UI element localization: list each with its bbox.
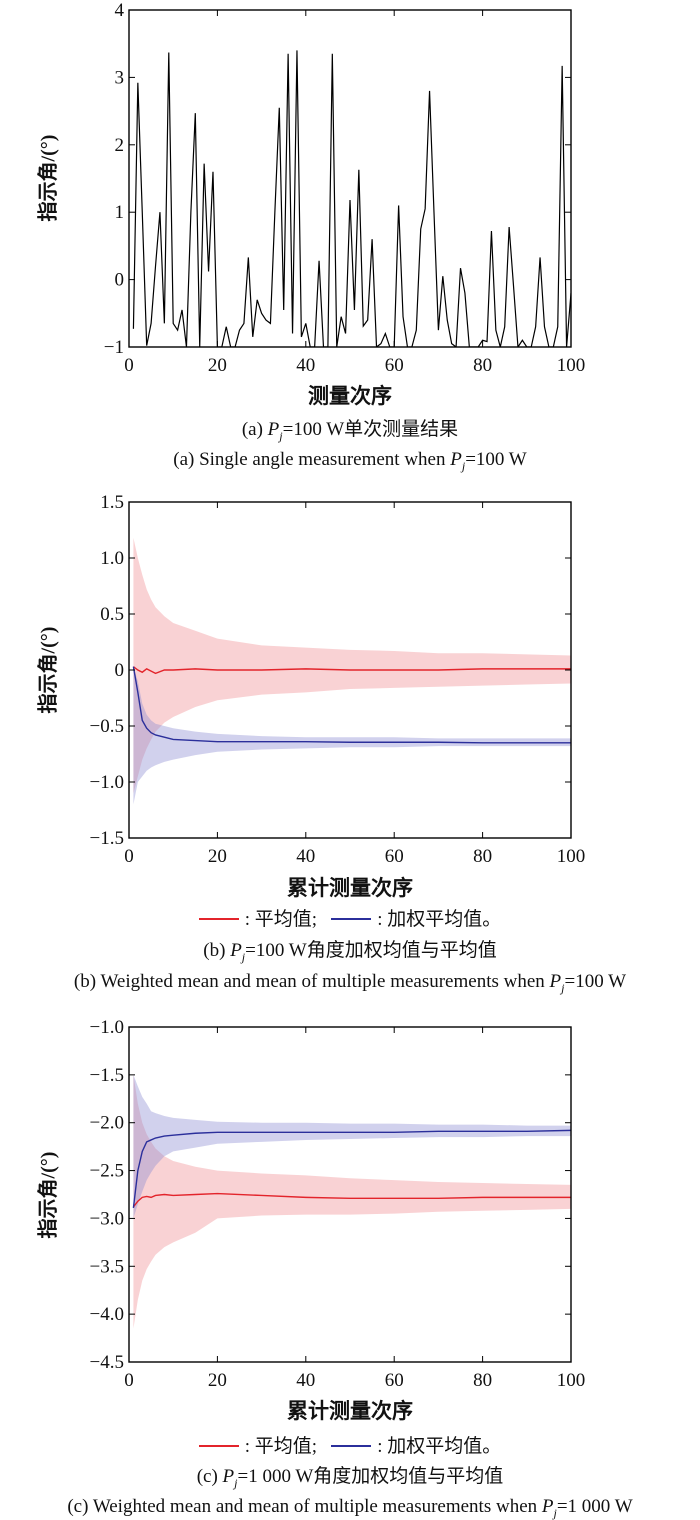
chart-b-caption-cn: (b) Pj=100 W角度加权均值与平均值 [0, 941, 700, 963]
x-tick-label: 0 [124, 355, 134, 376]
chart-a-caption-cn: (a) Pj=100 W单次测量结果 [0, 420, 700, 442]
x-tick-label: 40 [296, 1370, 315, 1391]
x-tick-label: 80 [473, 846, 492, 867]
caption-suffix: =100 W角度加权均值与平均值 [245, 940, 497, 961]
legend-mean-swatch [199, 918, 239, 920]
x-tick-label: 40 [296, 355, 315, 376]
y-tick-label: 1.5 [100, 492, 124, 513]
x-tick-label: 60 [385, 1370, 404, 1391]
y-tick-label: −1.0 [90, 1017, 124, 1038]
y-tick-label: −4.0 [90, 1304, 124, 1325]
legend-mean-label: : 平均值; [245, 909, 317, 930]
x-tick-label: 20 [208, 1370, 227, 1391]
chart-a-ylabel: 指示角/(°) [32, 135, 61, 222]
x-tick-label: 0 [124, 846, 134, 867]
caption-var: P [230, 940, 242, 961]
legend-weighted-label: : 加权平均值。 [377, 1436, 501, 1457]
legend-mean-swatch [199, 1445, 239, 1447]
caption-prefix: (a) [242, 419, 268, 440]
y-tick-label: −2.0 [90, 1113, 124, 1134]
caption-var: P [550, 971, 562, 992]
caption-prefix: (a) Single angle measurement when [173, 449, 450, 470]
chart-b-ylabel: 指示角/(°) [32, 627, 61, 714]
caption-var: P [450, 449, 462, 470]
x-tick-label: 100 [557, 846, 586, 867]
caption-var: P [542, 1496, 554, 1517]
caption-suffix: =100 W [565, 971, 627, 992]
legend-mean-label: : 平均值; [245, 1436, 317, 1457]
caption-prefix: (c) [197, 1466, 223, 1487]
caption-suffix: =1 000 W [557, 1496, 633, 1517]
plot-area [133, 1075, 571, 1329]
y-tick-label: 4 [115, 0, 125, 21]
plot-area [133, 50, 571, 347]
chart-a-xlabel: 测量次序 [129, 386, 571, 407]
x-tick-label: 0 [124, 1370, 134, 1391]
legend-weighted-swatch [331, 918, 371, 920]
legend-weighted-label: : 加权平均值。 [377, 909, 501, 930]
x-tick-label: 20 [208, 846, 227, 867]
y-tick-label: 0 [115, 660, 125, 681]
y-tick-label: −1.5 [90, 828, 124, 849]
y-tick-label: 3 [115, 67, 125, 88]
chart-b-legend: : 平均值; : 加权平均值。 [129, 910, 571, 929]
x-tick-label: 100 [557, 1370, 586, 1391]
y-tick-label: −1.0 [90, 772, 124, 793]
caption-prefix: (c) Weighted mean and mean of multiple m… [67, 1496, 542, 1517]
plot-area [133, 538, 571, 805]
chart-c-ylabel: 指示角/(°) [32, 1152, 61, 1239]
axes-frame [129, 10, 571, 347]
chart-b-xlabel: 累计测量次序 [129, 878, 571, 899]
caption-var: P [268, 419, 280, 440]
caption-suffix: =100 W单次测量结果 [283, 419, 459, 440]
chart-c-xlabel: 累计测量次序 [129, 1401, 571, 1422]
caption-suffix: =100 W [465, 449, 527, 470]
x-tick-label: 20 [208, 355, 227, 376]
chart-c-caption-cn: (c) Pj=1 000 W角度加权均值与平均值 [0, 1467, 700, 1489]
y-tick-label: 0 [115, 270, 125, 291]
x-tick-label: 100 [557, 355, 586, 376]
chart-b: 0 20 40 60 80 100 1.5 1.0 0.5 0 −0.5 −1.0 −1.5 [90, 492, 586, 867]
chart-c-legend: : 平均值; : 加权平均值。 [129, 1437, 571, 1456]
chart-c: 0 20 40 60 80 100 −1.0 −1.5 −2.0 −2.5 −3.0 −3.5 −4.0… [90, 1017, 586, 1391]
chart-a-caption-en: (a) Single angle measurement when Pj=100… [0, 450, 700, 472]
chart-c-caption-en: (c) Weighted mean and mean of multiple m… [0, 1497, 700, 1519]
band-mean [133, 538, 571, 793]
x-tick-label: 80 [473, 1370, 492, 1391]
caption-prefix: (b) Weighted mean and mean of multiple m… [74, 971, 550, 992]
line-series [133, 50, 571, 347]
band-mean [133, 1075, 571, 1329]
y-tick-label: −1 [104, 337, 124, 358]
x-tick-label: 60 [385, 355, 404, 376]
legend-weighted-swatch [331, 1445, 371, 1447]
y-tick-label: 0.5 [100, 604, 124, 625]
y-tick-label: −3.0 [90, 1208, 124, 1229]
caption-prefix: (b) [203, 940, 230, 961]
caption-var: P [223, 1466, 235, 1487]
y-tick-label: −4.5 [90, 1352, 124, 1373]
x-tick-label: 40 [296, 846, 315, 867]
y-tick-label: 1 [115, 202, 125, 223]
x-tick-label: 60 [385, 846, 404, 867]
y-tick-label: −0.5 [90, 716, 124, 737]
chart-b-caption-en: (b) Weighted mean and mean of multiple m… [0, 972, 700, 994]
y-tick-label: −1.5 [90, 1065, 124, 1086]
y-tick-label: −3.5 [90, 1256, 124, 1277]
y-tick-label: −2.5 [90, 1161, 124, 1182]
x-tick-label: 80 [473, 355, 492, 376]
y-tick-label: 2 [115, 135, 125, 156]
y-tick-label: 1.0 [100, 548, 124, 569]
caption-suffix: =1 000 W角度加权均值与平均值 [237, 1466, 503, 1487]
